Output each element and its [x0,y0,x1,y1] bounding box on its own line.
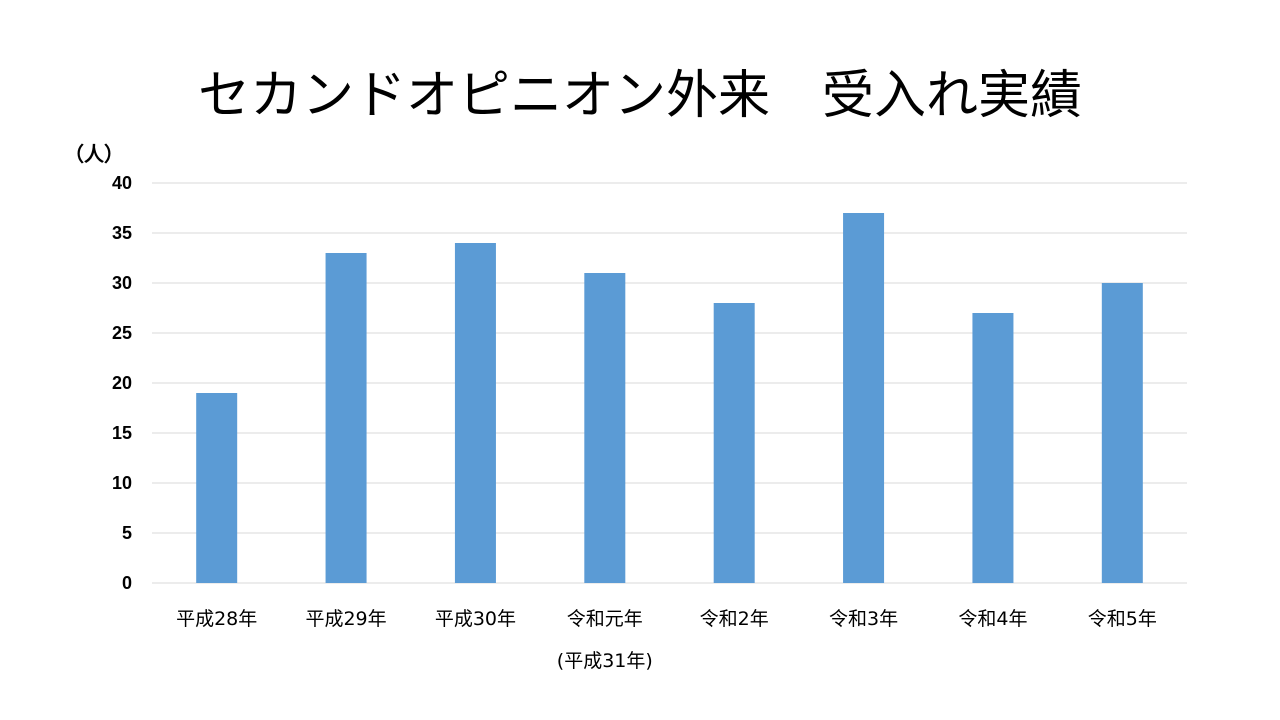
x-tick-label: 平成28年 [176,608,257,630]
y-axis-ticks: 0 5 10 15 20 25 30 35 40 [112,173,132,593]
x-tick-label: 令和5年 [1088,608,1157,630]
bar [584,273,626,583]
gridlines [152,182,1187,584]
y-tick-label: 40 [112,173,132,193]
x-tick-label: 平成29年 [305,608,386,630]
bar [843,213,885,583]
x-tick-sublabel: (平成31年) [557,650,653,672]
y-tick-label: 0 [122,573,132,593]
bar [325,253,367,583]
bar [454,243,496,583]
y-tick-label: 5 [122,523,132,543]
x-tick-label: 令和4年 [958,608,1027,630]
bar [1101,283,1143,583]
y-tick-label: 10 [112,473,132,493]
y-tick-label: 30 [112,273,132,293]
y-tick-label: 35 [112,223,132,243]
x-tick-label: 令和2年 [700,608,769,630]
y-axis-unit-label: （人） [64,142,124,166]
x-tick-label: 令和3年 [829,608,898,630]
bar [972,313,1014,583]
bar [196,393,238,583]
y-tick-label: 25 [112,323,132,343]
y-tick-label: 20 [112,373,132,393]
x-tick-label: 令和元年 [567,608,643,630]
y-tick-label: 15 [112,423,132,443]
bar [713,303,755,583]
x-axis-ticks: 平成28年 平成29年 平成30年 令和元年 (平成31年) 令和2年 令和3年 令和4年 令和… [176,608,1157,672]
x-tick-label: 平成30年 [435,608,516,630]
chart-title: セカンドオピニオン外来 受入れ実績 [198,66,1082,126]
bars [196,213,1143,583]
